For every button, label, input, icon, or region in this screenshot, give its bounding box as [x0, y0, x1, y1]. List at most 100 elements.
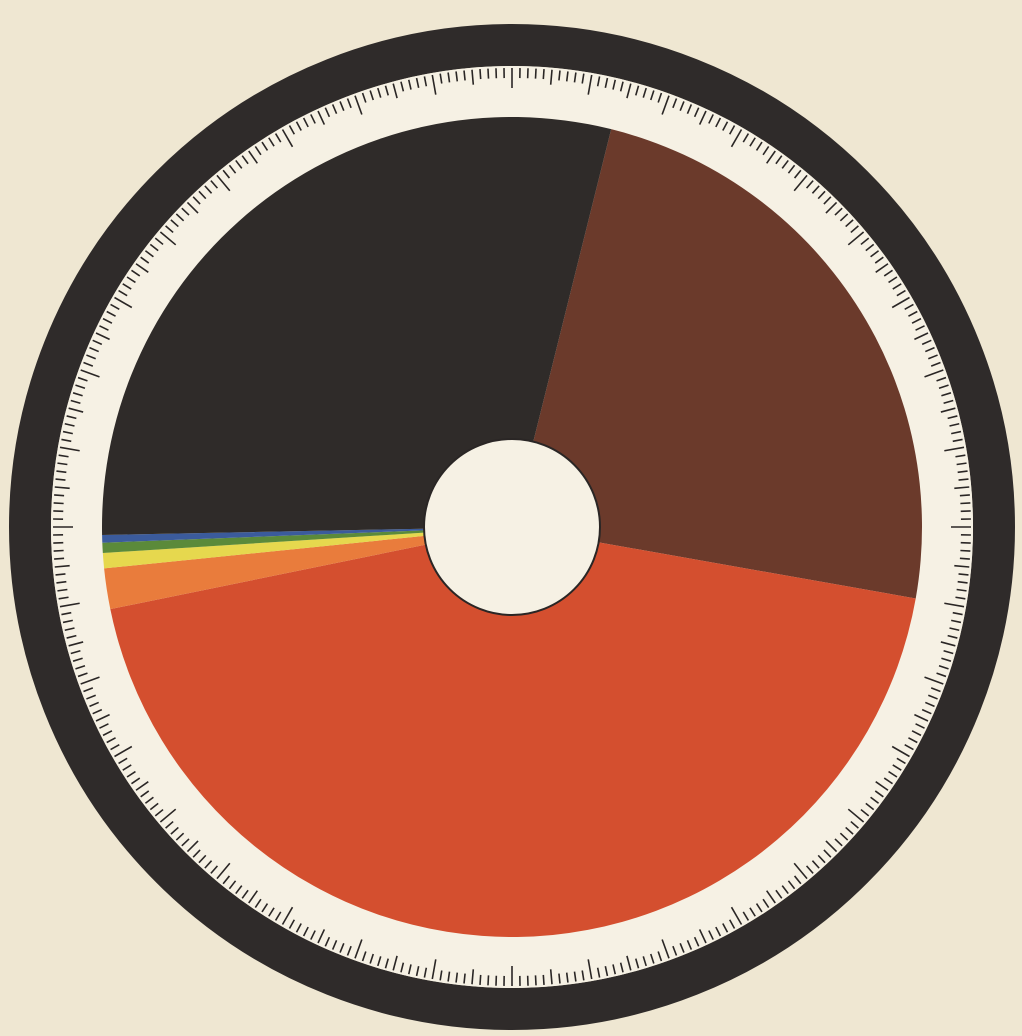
dial-tick — [346, 945, 352, 956]
slice — [102, 528, 425, 543]
dial-tick — [952, 611, 963, 616]
dial-tick — [131, 269, 141, 277]
dial-ticks — [53, 68, 971, 986]
dial-tick — [781, 885, 789, 895]
dial-tick — [377, 956, 382, 967]
dial-tick — [354, 939, 363, 959]
dial-tick — [140, 256, 150, 264]
dial-tick — [959, 494, 970, 497]
dial-tick — [204, 185, 213, 194]
dial-tick — [573, 72, 577, 83]
dial-tick — [888, 770, 898, 778]
dial-tick — [870, 796, 880, 804]
dial-tick — [57, 462, 68, 466]
dial-tick — [384, 85, 390, 96]
dial-tick — [549, 69, 553, 85]
dial-tick — [175, 213, 185, 222]
dial-tick — [634, 958, 640, 969]
dial-tick — [295, 121, 302, 131]
dial-tick — [941, 657, 952, 662]
dial-tick — [817, 854, 826, 864]
dial-tick — [302, 926, 309, 937]
dial-tick — [766, 890, 776, 904]
dial-tick — [742, 911, 750, 921]
dial-tick — [943, 399, 954, 405]
dial-tick — [626, 955, 632, 971]
dial-tick — [106, 310, 116, 317]
dial-tick — [657, 92, 663, 103]
dial-tick — [951, 619, 962, 624]
dial-tick — [407, 964, 412, 975]
dial-tick — [793, 875, 802, 885]
dial-tick — [957, 470, 968, 474]
dial-tick — [210, 865, 219, 874]
dial-tick — [908, 310, 918, 317]
dial-tick — [940, 641, 956, 647]
dial-tick — [534, 975, 537, 986]
dial-tick — [400, 81, 405, 92]
dial-tick — [281, 129, 294, 148]
dial-tick — [89, 701, 100, 708]
dial-tick — [581, 970, 585, 981]
dial-tick — [302, 117, 309, 128]
slice — [110, 542, 916, 937]
dial-tick — [54, 564, 70, 568]
dial-tick — [288, 125, 296, 135]
dial-tick — [941, 392, 952, 397]
dial-tick — [944, 446, 965, 452]
dial-tick — [339, 943, 345, 953]
dial-tick — [241, 155, 249, 165]
dial-tick — [331, 104, 338, 115]
dial-tick — [144, 250, 154, 258]
dial-tick — [915, 723, 925, 729]
dial-tick — [834, 207, 843, 216]
dial-tick — [92, 339, 103, 346]
dial-tick — [55, 573, 66, 576]
dial-tick — [149, 802, 159, 811]
dial-tick — [216, 174, 231, 192]
dial-tick — [959, 557, 970, 560]
dial-tick — [58, 454, 69, 458]
dial-tick — [54, 486, 70, 490]
dial-tick — [960, 502, 971, 505]
dial-tick — [722, 923, 729, 933]
dial-tick — [728, 919, 736, 929]
dial-tick — [216, 862, 231, 880]
dial-tick — [487, 68, 490, 79]
center-hole — [423, 438, 601, 616]
dial-tick — [698, 929, 707, 944]
dial-tick — [159, 808, 177, 823]
dial-tick — [661, 939, 670, 959]
dial-tick — [612, 79, 617, 90]
dial-tick — [317, 929, 326, 944]
dial-tick — [431, 959, 437, 980]
dial-tick — [254, 898, 262, 908]
dial-tick — [110, 303, 120, 311]
dial-tick — [845, 826, 854, 835]
dial-tick — [339, 101, 345, 111]
dial-tick — [377, 87, 382, 98]
dial-tick — [54, 557, 65, 560]
dial-tick — [118, 757, 128, 765]
dial-tick — [431, 74, 437, 95]
dial-tick — [57, 588, 68, 592]
dial-tick — [261, 141, 269, 151]
dial-tick — [891, 745, 910, 758]
dial-tick — [755, 903, 763, 913]
dial-tick — [310, 930, 316, 940]
dial-tick — [698, 110, 707, 125]
dial-tick — [960, 549, 971, 552]
dial-tick — [915, 325, 925, 331]
dial-tick — [55, 478, 66, 481]
dial-tick — [911, 317, 922, 324]
dial-tick — [874, 790, 884, 798]
dial-tick — [228, 880, 237, 890]
dial-tick — [642, 956, 647, 967]
dial-tick — [369, 90, 375, 101]
dial-tick — [54, 494, 65, 497]
dial-tick — [331, 939, 338, 950]
dial-tick — [581, 73, 585, 84]
dial-tick — [181, 207, 190, 216]
dial-tick — [75, 384, 86, 390]
